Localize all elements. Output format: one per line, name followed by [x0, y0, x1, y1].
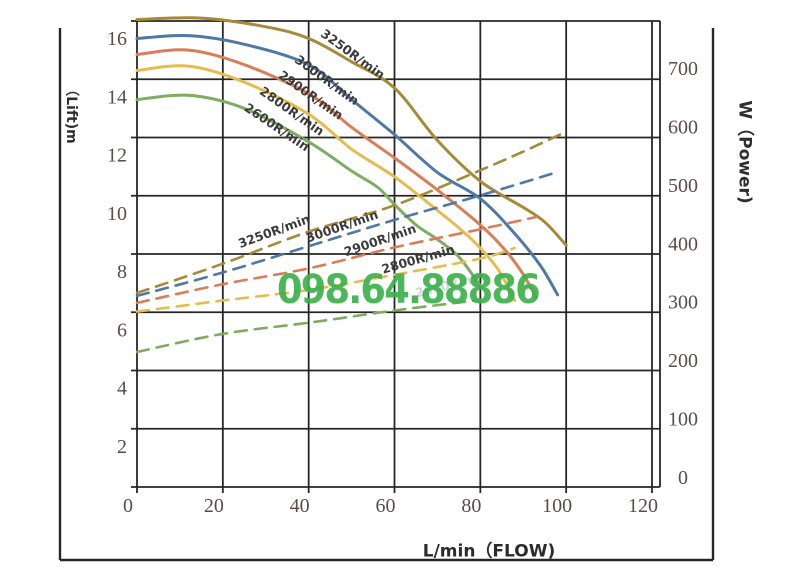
right-axis-title: W（Power) [734, 100, 755, 204]
curve-3000r-min-lift [135, 33, 560, 297]
left-tick-label: 16 [107, 28, 127, 50]
x-tick-label: 60 [376, 495, 396, 517]
left-tick-label: 12 [107, 145, 127, 167]
left-tick-label: 10 [107, 203, 127, 225]
x-tick-label: 120 [628, 495, 658, 517]
right-tick-label: 100 [668, 409, 698, 431]
curve-3250r-min-lift [135, 16, 568, 247]
curve-2600r-min-power [135, 298, 482, 354]
right-tick-label: 700 [668, 58, 698, 80]
right-tick-label: 500 [668, 175, 698, 197]
curve-3000r-min-power [135, 170, 559, 298]
curve-2900r-min-lift [135, 48, 538, 300]
right-tick-label: 200 [668, 350, 698, 372]
right-tick-label: 600 [668, 116, 698, 138]
curve-2900r-min-power [135, 215, 538, 305]
x-tick-label: 100 [542, 495, 572, 517]
x-tick-label: 0 [123, 495, 133, 517]
x-tick-label: 80 [461, 495, 481, 517]
curve-3250r-min-power [135, 130, 568, 295]
x-axis-title: L/min（FLOW) [422, 541, 556, 562]
curve-2800r-min-power [135, 246, 516, 313]
left-tick-label: 2 [117, 436, 127, 458]
left-axis-title: （Lift)m [63, 82, 79, 144]
left-tick-label: 6 [117, 319, 127, 341]
x-tick-label: 40 [290, 495, 310, 517]
x-tick-label: 20 [204, 495, 224, 517]
right-tick-label: 0 [678, 467, 688, 489]
left-tick-label: 8 [117, 261, 127, 283]
right-tick-label: 300 [668, 292, 698, 314]
watermark-text: 098.64.88886 [277, 267, 541, 313]
left-tick-label: 4 [117, 378, 127, 400]
right-tick-label: 400 [668, 233, 698, 255]
left-tick-label: 14 [107, 86, 127, 108]
curve-2600r-min-lift [135, 93, 482, 288]
curve-2800r-min-lift [135, 64, 517, 303]
